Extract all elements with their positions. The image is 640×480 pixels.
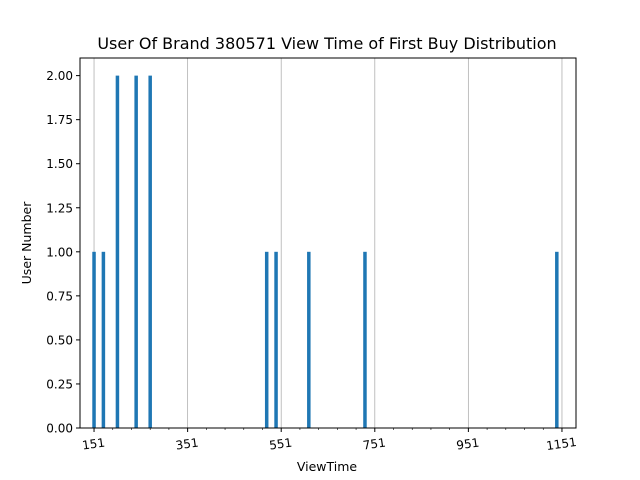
- y-tick-label: 1.75: [46, 113, 73, 127]
- y-tick-label: 1.00: [46, 245, 73, 259]
- y-tick-label: 2.00: [46, 69, 73, 83]
- grid-lines: [93, 58, 563, 428]
- x-tick-label: 151: [81, 436, 106, 453]
- x-axis: 151 351 551 751 951 1151: [81, 428, 578, 453]
- bars: [92, 75, 559, 428]
- y-axis-label: User Number: [19, 201, 34, 285]
- bar: [134, 75, 138, 428]
- bar: [115, 75, 120, 428]
- plot-frame: [79, 57, 577, 429]
- x-tick-label: 1151: [545, 435, 577, 453]
- y-tick-label: 0.25: [46, 377, 73, 391]
- x-tick-label: 551: [268, 436, 293, 453]
- bar: [92, 251, 96, 428]
- bar: [148, 75, 152, 428]
- bar: [101, 251, 106, 428]
- bar: [264, 251, 269, 428]
- x-tick-label: 751: [362, 436, 387, 453]
- y-axis: 0.00 0.25 0.50 0.75 1.00 1.25 1.50 1.75 2.00: [46, 69, 80, 436]
- chart-title: User Of Brand 380571 View Time of First …: [97, 34, 556, 53]
- y-tick-label: 0.50: [46, 333, 73, 347]
- bar: [363, 251, 367, 428]
- bar: [555, 251, 559, 428]
- y-tick-label: 1.50: [46, 157, 73, 171]
- bar: [307, 251, 311, 428]
- y-tick-label: 0.00: [46, 422, 73, 436]
- x-tick-label: 351: [175, 436, 200, 453]
- y-tick-label: 1.25: [46, 201, 73, 215]
- y-tick-label: 0.75: [46, 289, 73, 303]
- bar: [274, 251, 278, 428]
- x-tick-label: 951: [456, 436, 481, 453]
- x-axis-label: ViewTime: [297, 459, 358, 474]
